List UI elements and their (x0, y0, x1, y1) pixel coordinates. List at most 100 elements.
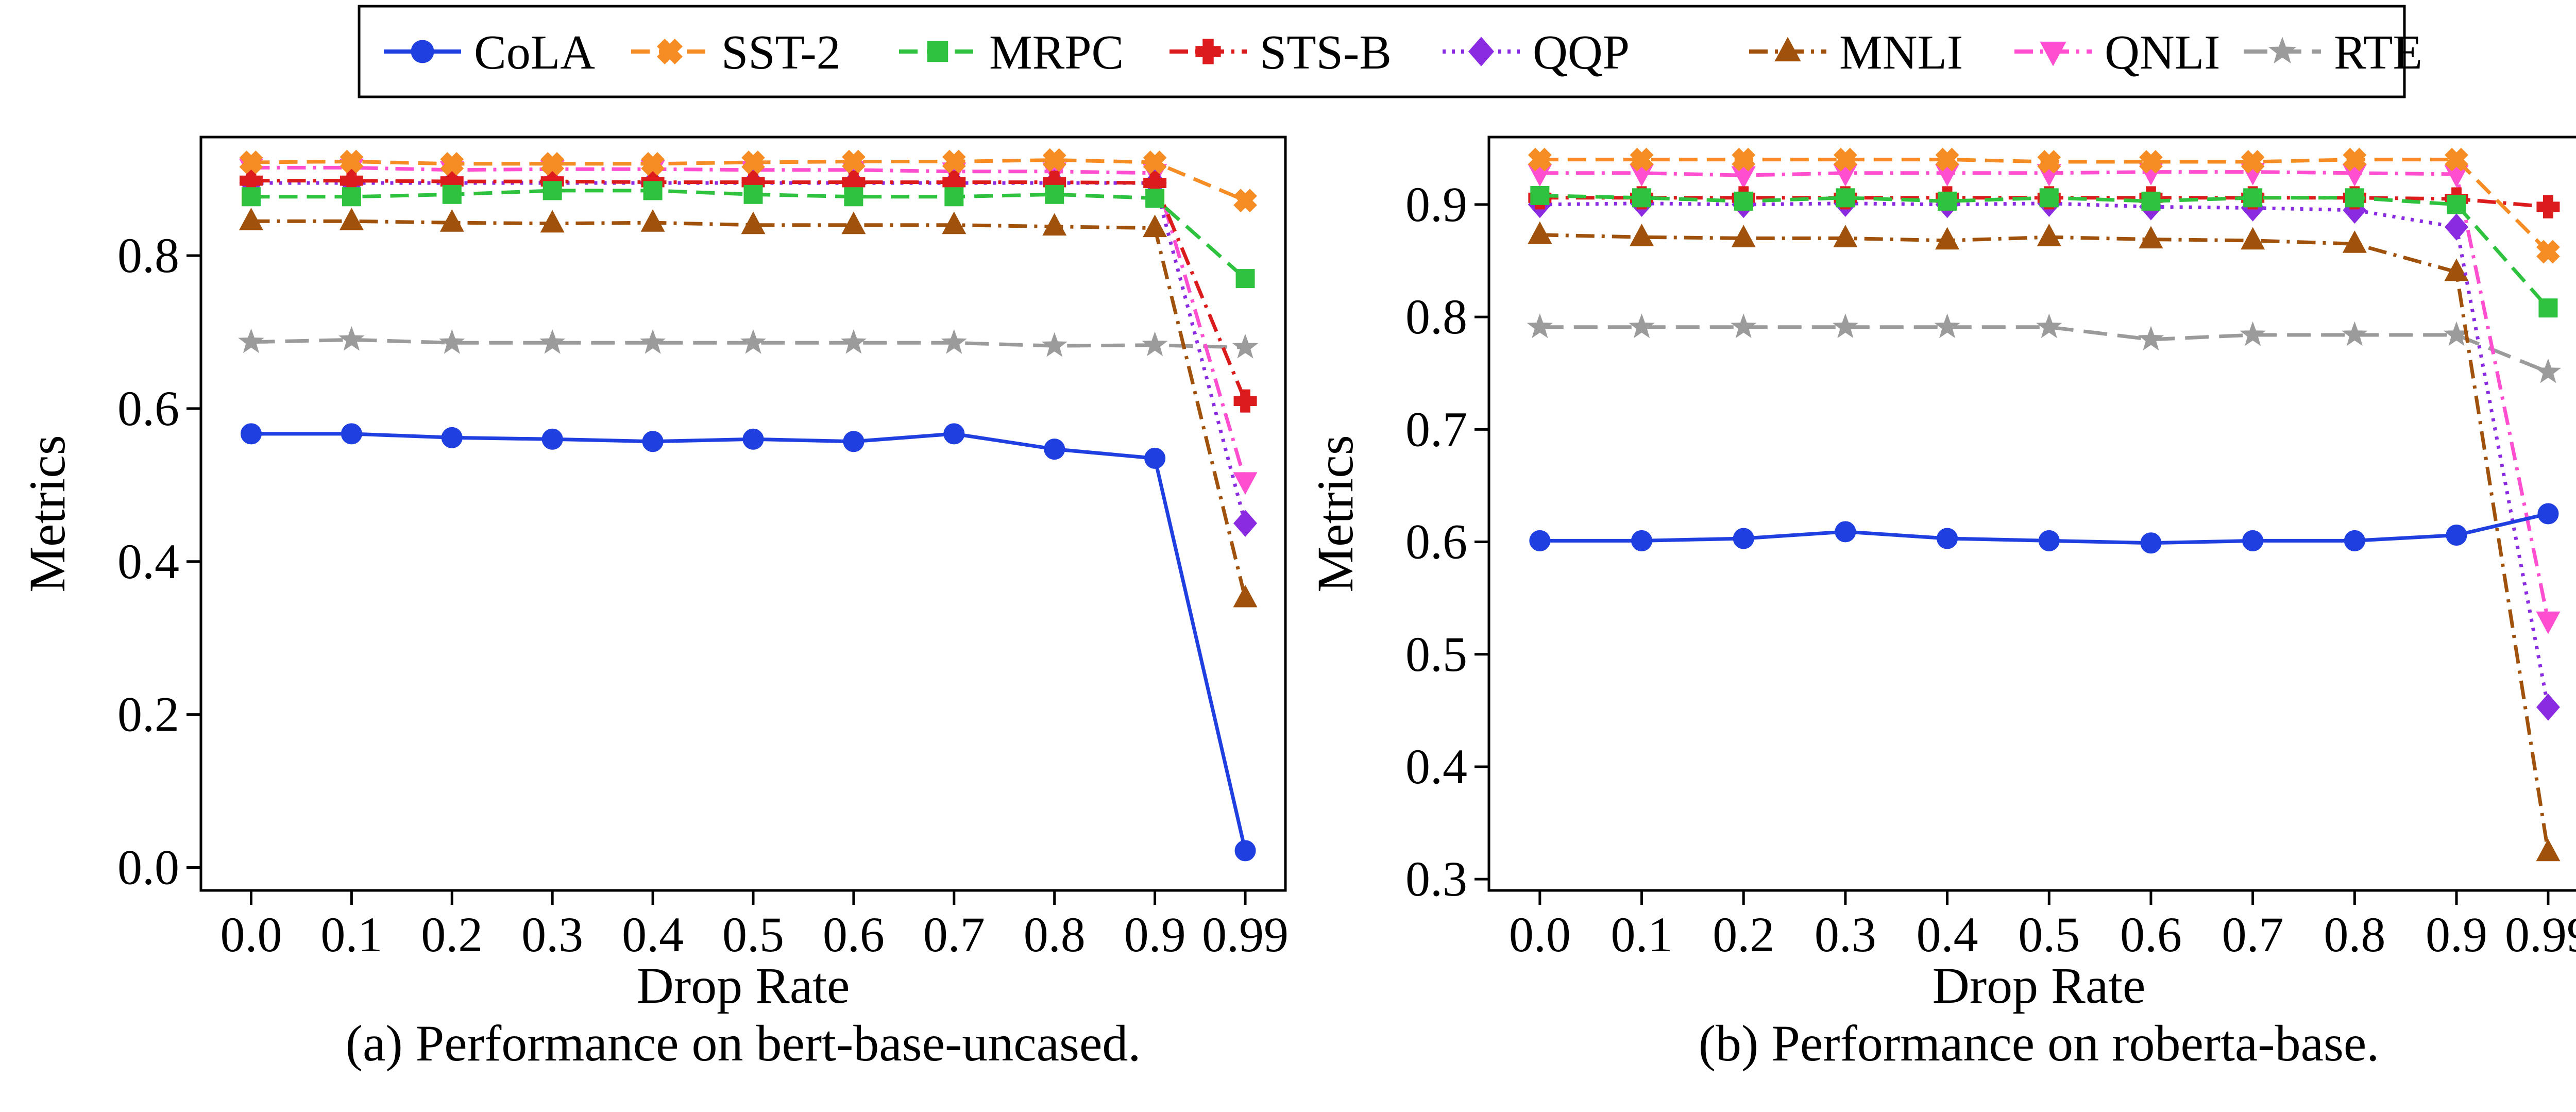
point-mrpc (2447, 195, 2466, 214)
point-mnli (439, 209, 464, 232)
legend-label-cola: CoLA (474, 26, 595, 79)
y-tick-label: 0.0 (117, 839, 179, 895)
point-mnli (2536, 838, 2561, 862)
point-mnli (2139, 226, 2163, 249)
y-tick-label: 0.6 (1405, 514, 1467, 569)
y-tick-label: 0.7 (1405, 401, 1467, 457)
point-cola (943, 423, 965, 445)
x-tick-label: 0.1 (1611, 907, 1673, 962)
point-rte (639, 329, 666, 354)
point-sst-2 (1732, 147, 1756, 172)
x-tick-label: 0.5 (722, 907, 784, 962)
point-mnli (1833, 225, 1858, 247)
point-rte (2240, 321, 2266, 346)
x-tick-label: 0.8 (1024, 907, 1086, 962)
point-sst-2 (2241, 150, 2265, 174)
point-rte (1232, 333, 1259, 359)
series-rte (238, 326, 1259, 359)
point-mnli (2444, 258, 2469, 281)
point-sst-2 (540, 152, 565, 176)
point-cola (843, 431, 865, 452)
y-tick-label: 0.2 (117, 687, 179, 742)
point-sst-2 (1143, 150, 1167, 174)
point-cola (2140, 532, 2162, 554)
point-mrpc (342, 187, 361, 207)
point-cola (1631, 530, 1653, 551)
point-cola (441, 427, 463, 448)
point-rte (2138, 326, 2164, 351)
point-mnli (2241, 227, 2265, 250)
point-mrpc (844, 187, 863, 207)
y-tick-label: 0.4 (1405, 739, 1467, 794)
series-mnli (239, 208, 1258, 608)
point-sst-2 (440, 152, 464, 176)
point-mnli (1731, 225, 1756, 247)
x-tick-label: 0.8 (2324, 907, 2385, 962)
point-qqp (2445, 213, 2469, 241)
series-line-mrpc (1539, 194, 2550, 310)
point-cola (1835, 521, 1856, 543)
point-rte (2535, 358, 2562, 383)
x-tick-label: 0.2 (421, 907, 483, 962)
legend-label-rte: RTE (2334, 26, 2422, 79)
point-mrpc (2345, 188, 2364, 208)
point-rte (539, 329, 566, 354)
x-tick-label: 0.4 (622, 907, 684, 962)
series-line-qnli (251, 165, 1247, 482)
x-axis-label: Drop Rate (637, 957, 850, 1014)
point-cola (541, 428, 563, 450)
y-tick-label: 0.4 (117, 534, 179, 589)
point-rte (2036, 313, 2062, 339)
series-line-cola (251, 432, 1247, 851)
point-qqp (2536, 694, 2560, 721)
y-tick-label: 0.8 (117, 228, 179, 283)
y-tick-label: 0.6 (117, 381, 179, 436)
legend-label-sst-2: SST-2 (721, 26, 841, 79)
point-cola (341, 423, 362, 445)
point-rte (1731, 313, 1757, 339)
x-tick-label: 0.0 (1509, 907, 1571, 962)
point-mnli (1935, 227, 1960, 250)
point-mnli (2342, 230, 2367, 253)
x-tick-label: 0.7 (2222, 907, 2284, 962)
point-mnli (2037, 224, 2061, 246)
point-sst-2 (1833, 147, 1857, 172)
point-mrpc (2538, 298, 2558, 318)
point-sst-2 (2139, 150, 2163, 174)
point-mrpc (944, 187, 964, 207)
point-rte (1832, 313, 1858, 339)
point-sst-2 (2037, 150, 2061, 174)
point-mrpc (2039, 188, 2059, 208)
point-cola (1733, 528, 1754, 549)
point-sst-2 (1935, 147, 1959, 172)
series-mrpc (241, 181, 1255, 289)
chart-bert-base-uncased: 0.0 0.2 0.4 0.6 0.8 0.0 0.1 0.2 0.3 0.4 0.5 0.6 0.7 0… (19, 136, 1289, 1072)
legend-marker-rte (2268, 37, 2297, 64)
point-rte (238, 328, 264, 353)
point-mnli (540, 210, 565, 233)
point-sst-2 (2445, 147, 2468, 172)
point-sst-2 (340, 149, 364, 174)
point-mnli (1042, 213, 1067, 236)
point-mnli (1233, 584, 1258, 608)
x-tick-label: 0.1 (320, 907, 382, 962)
series-rte (1527, 313, 2562, 383)
legend-label-qqp: QQP (1533, 26, 1630, 79)
point-rte (1527, 313, 1553, 339)
point-sst-2 (942, 149, 966, 174)
series-sst-2 (1528, 147, 2560, 264)
point-cola (642, 431, 664, 452)
point-cola (1144, 447, 1166, 469)
legend-marker-sts-b (1195, 39, 1221, 64)
x-tick-label: 0.9 (2426, 907, 2487, 962)
point-cola (1529, 530, 1551, 551)
point-mnli (942, 211, 967, 234)
point-rte (740, 329, 767, 354)
point-sst-2 (1528, 147, 1552, 172)
y-tick-label: 0.3 (1405, 851, 1467, 906)
series-mnli (1528, 221, 2561, 862)
legend-label-mrpc: MRPC (989, 26, 1124, 79)
chart-caption: (a) Performance on bert-base-uncased. (346, 1015, 1141, 1072)
point-rte (2342, 321, 2368, 346)
